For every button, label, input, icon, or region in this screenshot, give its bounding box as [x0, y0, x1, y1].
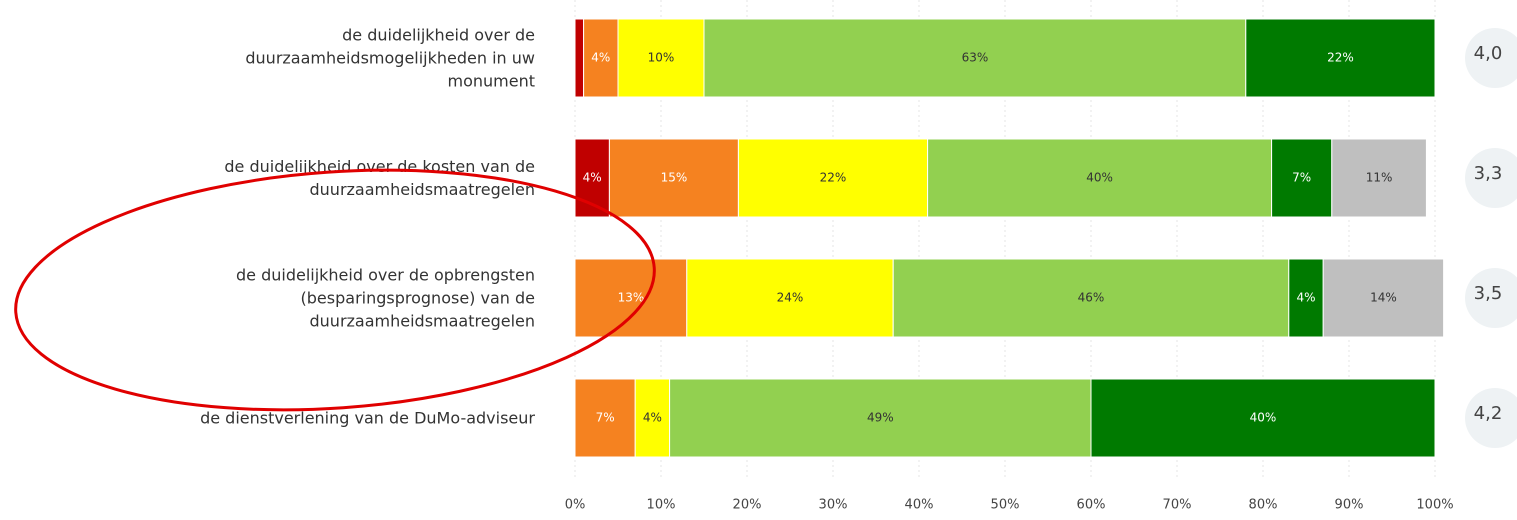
value-label: 49% — [867, 411, 894, 425]
bar-segment — [737, 138, 929, 218]
value-label: 11% — [1366, 171, 1393, 185]
x-tick-label: 30% — [819, 498, 848, 513]
bar-segment — [583, 18, 619, 98]
x-tick-label: 20% — [733, 498, 762, 513]
bar-segment — [1331, 138, 1427, 218]
bar-segment — [686, 258, 894, 338]
bar-segment — [703, 18, 1247, 98]
value-label: 7% — [596, 411, 615, 425]
x-tick-label: 50% — [991, 498, 1020, 513]
value-label: 15% — [661, 171, 688, 185]
score-badge — [1465, 268, 1517, 328]
score-label: 4,0 — [1474, 43, 1503, 64]
bar-segment — [669, 378, 1092, 458]
category-label: de duidelijkheid over de opbrengsten (be… — [235, 265, 535, 331]
x-tick-label: 60% — [1077, 498, 1106, 513]
value-label: 14% — [1370, 291, 1397, 305]
x-tick-label: 0% — [565, 498, 586, 513]
bar-segment — [1245, 18, 1436, 98]
bar-segment — [1322, 258, 1445, 338]
value-label: 40% — [1086, 171, 1113, 185]
score-label: 4,2 — [1474, 403, 1503, 424]
value-label: 4% — [643, 411, 662, 425]
score-badge — [1465, 148, 1517, 208]
x-tick-label: 40% — [905, 498, 934, 513]
x-tick-label: 100% — [1416, 498, 1453, 513]
score-label: 3,5 — [1474, 283, 1503, 304]
value-label: 22% — [1327, 51, 1354, 65]
x-tick-label: 80% — [1249, 498, 1278, 513]
value-label: 7% — [1292, 171, 1311, 185]
bar-segment — [927, 138, 1273, 218]
value-label: 4% — [591, 51, 610, 65]
bar-segment — [1271, 138, 1333, 218]
value-label: 4% — [1296, 291, 1315, 305]
bar-segment — [1090, 378, 1436, 458]
value-label: 13% — [618, 291, 645, 305]
score-label: 3,3 — [1474, 163, 1503, 184]
value-label: 4% — [583, 171, 602, 185]
category-label: de dienstverlening van de DuMo-adviseur — [200, 408, 535, 428]
value-label: 63% — [962, 51, 989, 65]
value-label: 22% — [820, 171, 847, 185]
bar-segment — [617, 18, 705, 98]
value-label: 40% — [1250, 411, 1277, 425]
bar-segment — [1288, 258, 1324, 338]
category-label: de duidelijkheid over de kosten van de d… — [224, 157, 535, 199]
score-badge — [1465, 28, 1517, 88]
value-label: 24% — [777, 291, 804, 305]
bar-segment — [574, 18, 585, 98]
value-label: 10% — [648, 51, 675, 65]
bar-segment — [892, 258, 1290, 338]
category-label: de duidelijkheid over de duurzaamheidsmo… — [245, 25, 535, 91]
x-tick-label: 90% — [1335, 498, 1364, 513]
x-tick-label: 10% — [647, 498, 676, 513]
x-tick-label: 70% — [1163, 498, 1192, 513]
score-badge — [1465, 388, 1517, 448]
value-label: 46% — [1078, 291, 1105, 305]
